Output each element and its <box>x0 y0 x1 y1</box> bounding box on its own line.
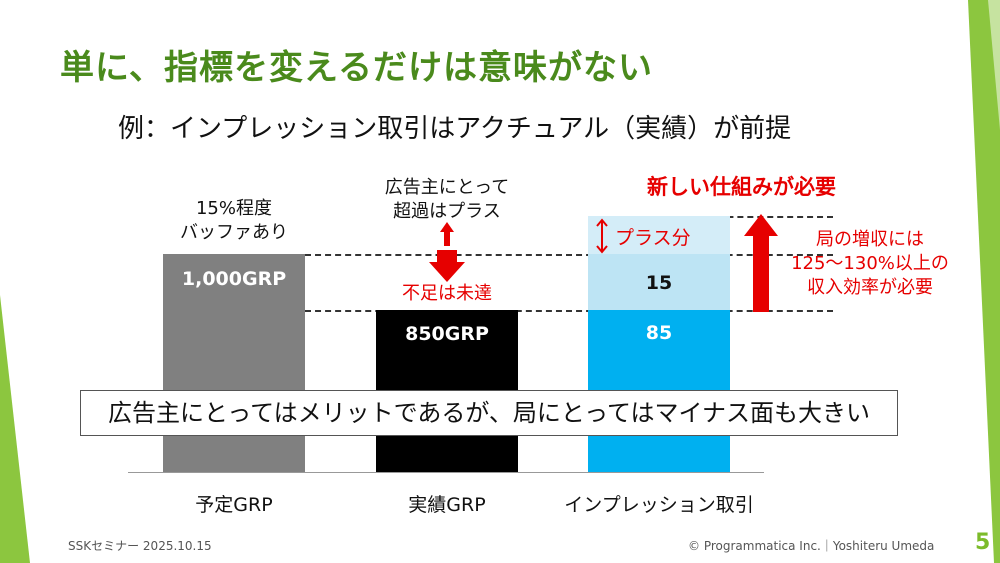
right-decoration-triangle <box>968 0 1000 563</box>
buffer-annotation: 15%程度 バッファあり <box>163 197 305 245</box>
big-up-arrow-icon <box>744 214 778 312</box>
shortfall-label: 不足は未達 <box>402 283 492 304</box>
bar-actual-grp-value: 850GRP <box>405 323 489 345</box>
dash-line-actual-level <box>305 310 833 312</box>
footer-right: © Programmatica Inc.｜Yoshiteru Umeda <box>688 539 935 553</box>
bar-impression-value-85: 85 <box>645 322 673 344</box>
up-down-arrow-icon <box>429 222 465 282</box>
page-number: 5 <box>975 530 991 555</box>
bar-impression-segment-top <box>588 216 730 254</box>
station-annotation-line2: 125〜130%以上の <box>791 253 949 274</box>
station-annotation: 局の増収には 125〜130%以上の 収入効率が必要 <box>770 228 970 300</box>
left-decoration-triangle <box>0 295 30 563</box>
slide-title: 単に、指標を変えるだけは意味がない <box>60 48 653 88</box>
bar-planned-grp-value: 1,000GRP <box>181 268 287 290</box>
new-system-label: 新しい仕組みが必要 <box>647 175 836 199</box>
bar-impression-segment-plus <box>588 254 730 310</box>
advertiser-annotation-line2: 超過はプラス <box>393 201 501 222</box>
plus-part-arrow-icon <box>596 218 608 254</box>
station-annotation-line3: 収入効率が必要 <box>807 277 933 298</box>
plus-part-label: プラス分 <box>615 227 691 249</box>
chart-baseline <box>128 472 764 473</box>
dash-line-planned-level <box>305 254 833 256</box>
slide-subtitle: 例：インプレッション取引はアクチュアル（実績）が前提 <box>118 114 792 144</box>
message-box: 広告主にとってはメリットであるが、局にとってはマイナス面も大きい <box>80 390 898 436</box>
advertiser-annotation-line1: 広告主にとって <box>384 177 510 198</box>
buffer-annotation-line1: 15%程度 <box>195 198 272 219</box>
x-label-actual: 実績GRP <box>408 494 486 516</box>
footer-left: SSKセミナー 2025.10.15 <box>68 539 212 553</box>
x-label-planned: 予定GRP <box>195 494 273 516</box>
bar-impression-value-15: 15 <box>645 272 673 294</box>
advertiser-annotation: 広告主にとって 超過はプラス <box>367 176 527 224</box>
buffer-annotation-line2: バッファあり <box>180 222 288 243</box>
station-annotation-line1: 局の増収には <box>816 229 924 250</box>
x-label-impression: インプレッション取引 <box>564 494 754 516</box>
